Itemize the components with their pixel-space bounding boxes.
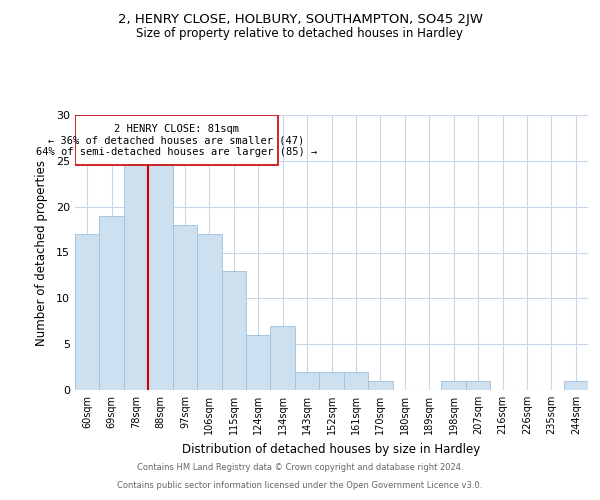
Bar (246, 335, 271, 390)
Text: Contains public sector information licensed under the Open Government Licence v3: Contains public sector information licen… (118, 481, 482, 490)
Bar (466, 381, 490, 390)
Bar (368, 381, 392, 390)
Text: Size of property relative to detached houses in Hardley: Size of property relative to detached ho… (137, 28, 464, 40)
Y-axis label: Number of detached properties: Number of detached properties (35, 160, 47, 346)
X-axis label: Distribution of detached houses by size in Hardley: Distribution of detached houses by size … (182, 442, 481, 456)
Bar (100, 216, 124, 390)
Text: 2, HENRY CLOSE, HOLBURY, SOUTHAMPTON, SO45 2JW: 2, HENRY CLOSE, HOLBURY, SOUTHAMPTON, SO… (118, 12, 482, 26)
Bar (221, 271, 246, 390)
Bar (197, 234, 221, 390)
Bar (75, 234, 100, 390)
Bar (271, 326, 295, 390)
Bar (442, 381, 466, 390)
Bar (344, 372, 368, 390)
Bar (124, 161, 148, 390)
Bar (295, 372, 319, 390)
Text: 2 HENRY CLOSE: 81sqm
← 36% of detached houses are smaller (47)
64% of semi-detac: 2 HENRY CLOSE: 81sqm ← 36% of detached h… (36, 124, 317, 157)
Bar (319, 372, 344, 390)
FancyBboxPatch shape (75, 115, 278, 166)
Bar (563, 381, 588, 390)
Bar (173, 225, 197, 390)
Bar (148, 161, 173, 390)
Text: Contains HM Land Registry data © Crown copyright and database right 2024.: Contains HM Land Registry data © Crown c… (137, 464, 463, 472)
